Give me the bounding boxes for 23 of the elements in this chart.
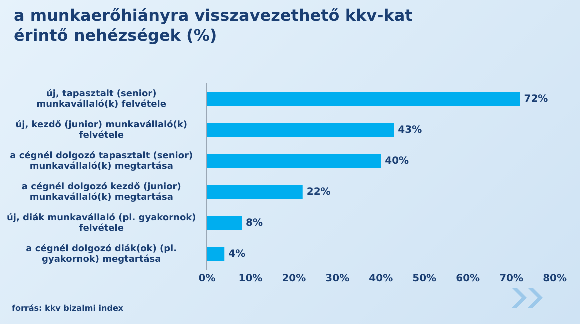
data-label: 8% bbox=[246, 218, 263, 230]
x-tick-label: 0% bbox=[198, 274, 216, 285]
y-tick-label: új, kezdő (junior) munkavállaló(k) felvétele bbox=[16, 119, 188, 142]
y-tick-label: a cégnél dolgozó kezdő (junior) munkavállaló(k) megtartása bbox=[22, 181, 182, 204]
x-tick-label: 50% bbox=[412, 274, 437, 285]
y-tick-label: a cégnél dolgozó tapasztalt (senior) munkavállaló(k) megtartása bbox=[10, 150, 194, 172]
chart-title: a munkaerőhiányra visszavezethető kkv-kat érintő nehézségek (%) bbox=[14, 6, 414, 46]
x-tick-label: 30% bbox=[326, 274, 350, 285]
y-tick-label: új, tapasztalt (senior) munkavállaló(k) felvétele bbox=[36, 88, 166, 110]
data-label: 40% bbox=[385, 156, 410, 167]
x-tick-label: 60% bbox=[456, 274, 480, 285]
x-tick-label: 20% bbox=[282, 274, 306, 285]
data-label: 22% bbox=[306, 187, 331, 198]
y-tick-label: a cégnél dolgozó diák(ok) (pl. gyakornok) megtartása bbox=[26, 243, 178, 266]
data-label: 72% bbox=[524, 94, 548, 105]
x-tick-label: 70% bbox=[500, 274, 524, 285]
text: forrás: kkv bizalmi index bbox=[12, 304, 124, 313]
x-tick-label: 80% bbox=[543, 274, 567, 285]
x-tick-label: 10% bbox=[238, 274, 263, 285]
data-label: 4% bbox=[228, 249, 246, 260]
y-tick-label: új, diák munkavállaló (pl. gyakornok) felvétele bbox=[6, 212, 196, 234]
x-tick-label: 40% bbox=[369, 274, 394, 285]
data-label: 43% bbox=[398, 124, 422, 136]
